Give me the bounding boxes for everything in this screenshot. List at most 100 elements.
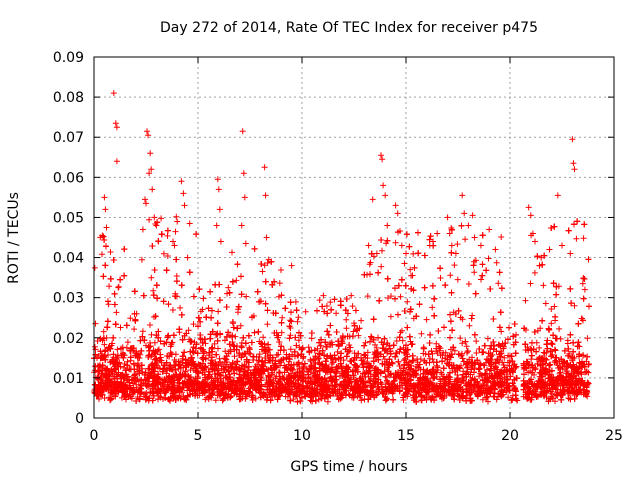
data-point [573, 235, 580, 242]
data-point [316, 297, 323, 304]
data-point [418, 330, 425, 337]
data-point [287, 317, 294, 324]
data-point [451, 347, 458, 354]
data-point [235, 309, 241, 316]
data-point [277, 362, 284, 369]
data-point [99, 251, 105, 258]
data-point [462, 236, 469, 243]
data-point [287, 332, 294, 339]
data-point [237, 322, 244, 329]
data-point [308, 335, 315, 342]
data-point [224, 290, 230, 297]
data-point [468, 387, 475, 394]
data-point [522, 297, 529, 304]
data-point [185, 327, 192, 334]
data-point [498, 234, 505, 240]
data-point [148, 274, 155, 281]
data-point [454, 241, 461, 248]
data-point [222, 348, 229, 355]
data-point [163, 370, 170, 377]
data-point [121, 361, 128, 367]
data-point [295, 314, 302, 321]
data-point [388, 293, 394, 300]
data-point [109, 370, 116, 377]
chart-title: Day 272 of 2014, Rate Of TEC Index for r… [160, 20, 538, 36]
data-point [101, 395, 108, 402]
data-point [294, 318, 301, 325]
data-point [498, 328, 505, 335]
data-point [167, 343, 174, 350]
data-point [426, 355, 433, 362]
data-point [540, 282, 547, 289]
data-point [105, 301, 112, 308]
data-point [334, 348, 341, 355]
data-point [164, 232, 171, 239]
data-point [372, 341, 378, 348]
data-point [469, 312, 476, 319]
data-point [343, 325, 350, 332]
data-point [473, 350, 480, 356]
data-point [113, 309, 120, 316]
data-point [551, 303, 558, 310]
data-point [429, 304, 436, 311]
data-point [91, 343, 98, 350]
data-point [505, 394, 512, 401]
data-point [147, 322, 153, 328]
data-point [101, 341, 108, 348]
data-point [124, 339, 131, 346]
data-point [362, 339, 369, 346]
data-point [287, 346, 294, 353]
data-point [127, 315, 134, 322]
data-point [256, 351, 263, 358]
data-point [139, 328, 146, 335]
data-point [442, 349, 449, 356]
data-point [397, 329, 404, 336]
data-point [264, 321, 271, 328]
data-point [92, 320, 99, 327]
data-point [476, 373, 482, 380]
data-point [387, 313, 394, 320]
data-point [473, 338, 480, 345]
data-point [351, 320, 357, 327]
data-point [160, 250, 167, 257]
data-point [410, 250, 417, 257]
data-point [107, 249, 114, 255]
data-point [512, 364, 519, 371]
data-point [481, 342, 488, 349]
data-point [433, 340, 440, 347]
data-point [300, 364, 307, 371]
data-point [143, 390, 150, 396]
data-point [378, 263, 385, 270]
data-point [409, 272, 416, 279]
data-point [114, 346, 121, 353]
data-point [471, 269, 478, 276]
data-point [161, 390, 168, 397]
data-point [465, 281, 472, 287]
data-point [348, 292, 355, 299]
data-point [220, 369, 226, 376]
data-point [243, 293, 250, 300]
data-point [439, 371, 445, 378]
data-point [523, 365, 530, 372]
data-point [531, 269, 538, 276]
data-point [260, 334, 267, 341]
data-point [137, 351, 144, 358]
data-point [485, 398, 491, 405]
data-point [190, 321, 197, 328]
data-point [393, 338, 400, 344]
data-point [222, 356, 229, 362]
data-point [580, 235, 587, 242]
data-point [167, 349, 174, 356]
data-point [231, 353, 238, 360]
data-point [146, 216, 153, 223]
data-point [364, 293, 371, 300]
data-point [173, 273, 180, 279]
data-point [404, 298, 411, 305]
data-point [528, 356, 535, 363]
data-point [216, 355, 223, 362]
data-point [454, 276, 461, 283]
data-point [229, 249, 235, 256]
data-point [151, 339, 158, 346]
data-point [106, 283, 113, 290]
